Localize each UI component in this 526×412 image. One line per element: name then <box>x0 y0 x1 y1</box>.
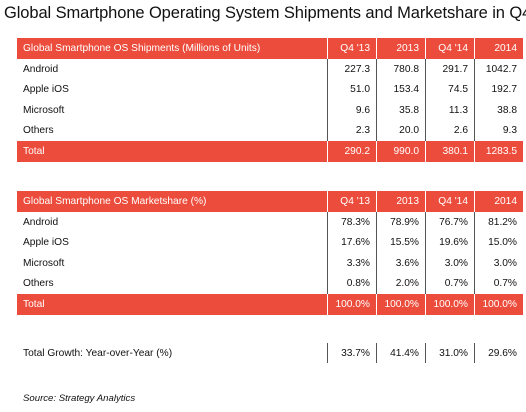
row-label: Others <box>23 125 54 137</box>
data-cell: 192.7 <box>474 79 523 100</box>
row-label: Apple iOS <box>23 237 69 249</box>
column-header: Q4 '13 <box>327 191 377 212</box>
data-cell: 11.3 <box>425 100 475 121</box>
data-cell: 0.7% <box>425 273 475 294</box>
table-total-row: Total 100.0% 100.0% 100.0% 100.0% <box>17 294 523 315</box>
total-cell: 100.0% <box>474 294 523 315</box>
data-cell: 0.7% <box>474 273 523 294</box>
data-cell: 76.7% <box>425 212 475 233</box>
table-total-row: Total 290.2 990.0 380.1 1283.5 <box>17 141 523 162</box>
data-cell: 291.7 <box>425 59 475 80</box>
column-header: 2014 <box>474 38 523 59</box>
data-cell: 2.0% <box>376 273 426 294</box>
table-row: Others 0.8% 2.0% 0.7% 0.7% <box>17 273 523 294</box>
table-row: Android 227.3 780.8 291.7 1042.7 <box>17 59 523 80</box>
shipments-table: Global Smartphone OS Shipments (Millions… <box>17 38 523 162</box>
total-cell: 100.0% <box>376 294 426 315</box>
table-row: Others 2.3 20.0 2.6 9.3 <box>17 120 523 141</box>
data-cell: 38.8 <box>474 100 523 121</box>
data-cell: 31.0% <box>425 343 475 363</box>
row-label: Apple iOS <box>23 84 69 96</box>
total-cell: 100.0% <box>425 294 475 315</box>
row-label: Total <box>17 294 328 315</box>
data-cell: 51.0 <box>327 79 377 100</box>
data-cell: 2.3 <box>327 120 377 141</box>
data-cell: 81.2% <box>474 212 523 233</box>
data-cell: 74.5 <box>425 79 475 100</box>
table-title: Global Smartphone OS Marketshare (%) <box>17 191 328 212</box>
column-header: 2013 <box>376 191 426 212</box>
row-label: Others <box>23 278 54 290</box>
table-row: Apple iOS 17.6% 15.5% 19.6% 15.0% <box>17 232 523 253</box>
table-header-row: Global Smartphone OS Marketshare (%) Q4 … <box>17 191 523 212</box>
data-cell: 153.4 <box>376 79 426 100</box>
data-cell: 33.7% <box>327 343 377 363</box>
table-row: Apple iOS 51.0 153.4 74.5 192.7 <box>17 79 523 100</box>
row-label: Total Growth: Year-over-Year (%) <box>23 347 173 359</box>
data-cell: 78.9% <box>376 212 426 233</box>
table-row: Total Growth: Year-over-Year (%) 33.7% 4… <box>17 343 523 363</box>
total-cell: 990.0 <box>376 141 426 162</box>
column-header: Q4 '14 <box>425 191 475 212</box>
row-label: Microsoft <box>23 257 65 269</box>
data-cell: 0.8% <box>327 273 377 294</box>
data-cell: 17.6% <box>327 232 377 253</box>
data-cell: 780.8 <box>376 59 426 80</box>
data-cell: 227.3 <box>327 59 377 80</box>
source-note: Source: Strategy Analytics <box>23 393 136 404</box>
data-cell: 3.3% <box>327 253 377 274</box>
total-cell: 380.1 <box>425 141 475 162</box>
row-label: Android <box>23 63 59 75</box>
total-cell: 100.0% <box>327 294 377 315</box>
data-cell: 35.8 <box>376 100 426 121</box>
data-cell: 3.0% <box>474 253 523 274</box>
data-cell: 15.5% <box>376 232 426 253</box>
data-cell: 29.6% <box>474 343 523 363</box>
data-cell: 2.6 <box>425 120 475 141</box>
data-cell: 3.0% <box>425 253 475 274</box>
table-row: Microsoft 3.3% 3.6% 3.0% 3.0% <box>17 253 523 274</box>
table-row: Microsoft 9.6 35.8 11.3 38.8 <box>17 100 523 121</box>
data-cell: 78.3% <box>327 212 377 233</box>
data-cell: 9.3 <box>474 120 523 141</box>
row-label: Total <box>17 141 328 162</box>
row-label: Android <box>23 216 59 228</box>
column-header: Q4 '13 <box>327 38 377 59</box>
table-row: Android 78.3% 78.9% 76.7% 81.2% <box>17 212 523 233</box>
data-cell: 41.4% <box>376 343 426 363</box>
growth-table: Total Growth: Year-over-Year (%) 33.7% 4… <box>17 343 523 363</box>
column-header: 2014 <box>474 191 523 212</box>
row-label: Microsoft <box>23 104 65 116</box>
data-cell: 1042.7 <box>474 59 523 80</box>
total-cell: 290.2 <box>327 141 377 162</box>
page-title: Global Smartphone Operating System Shipm… <box>4 4 526 22</box>
marketshare-table: Global Smartphone OS Marketshare (%) Q4 … <box>17 191 523 315</box>
column-header: 2013 <box>376 38 426 59</box>
total-cell: 1283.5 <box>474 141 523 162</box>
data-cell: 19.6% <box>425 232 475 253</box>
data-cell: 20.0 <box>376 120 426 141</box>
column-header: Q4 '14 <box>425 38 475 59</box>
table-header-row: Global Smartphone OS Shipments (Millions… <box>17 38 523 59</box>
data-cell: 9.6 <box>327 100 377 121</box>
table-title: Global Smartphone OS Shipments (Millions… <box>17 38 328 59</box>
data-cell: 15.0% <box>474 232 523 253</box>
data-cell: 3.6% <box>376 253 426 274</box>
